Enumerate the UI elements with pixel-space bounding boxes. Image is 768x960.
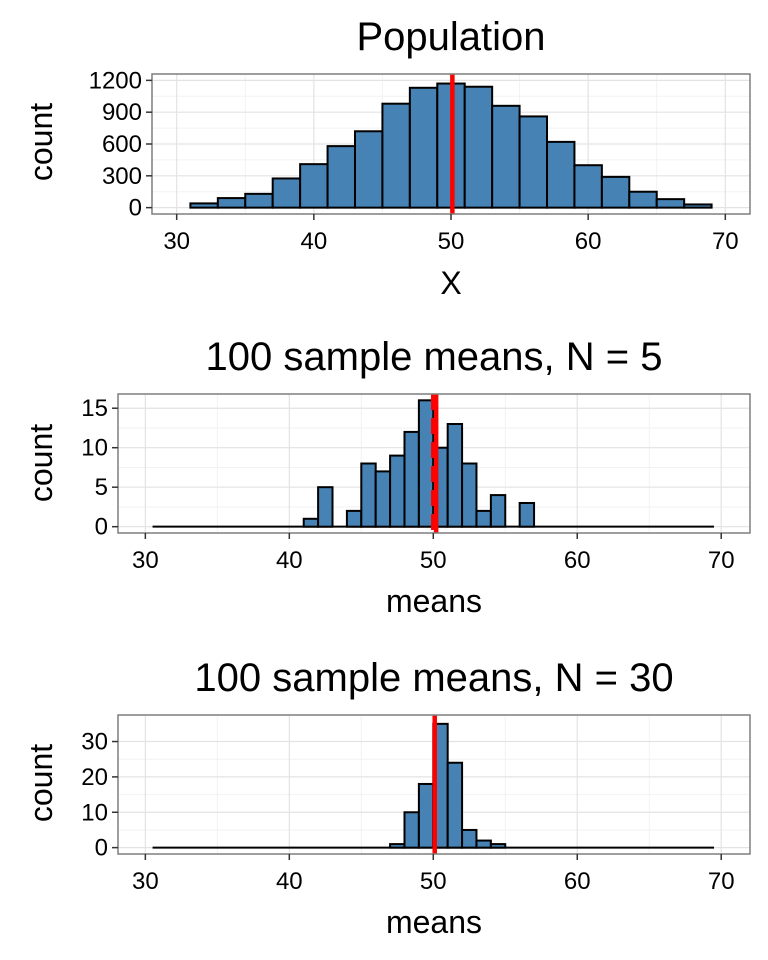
panel-means-n5: 100 sample means, N = 5 means count 30 40… [23, 335, 751, 619]
histogram-bar [389, 843, 406, 849]
histogram-bar [302, 517, 320, 528]
histogram-bar [381, 102, 411, 209]
histogram-bar [345, 509, 363, 528]
histogram-bar [489, 843, 507, 849]
histogram-bar [417, 782, 435, 849]
histogram-bar [403, 811, 420, 849]
x-tick-label: 30 [132, 868, 159, 895]
histogram-bar [461, 462, 478, 528]
histogram-bar [403, 430, 420, 528]
panel-2-xlabel: means [386, 583, 482, 619]
histogram-bar [326, 145, 356, 209]
x-tick-label: 40 [276, 547, 303, 574]
histogram-bar [546, 140, 576, 209]
x-tick-label: 40 [276, 868, 303, 895]
panel-3-ylabel: count [23, 744, 59, 822]
panel-population: Population X count 30 40 50 60 70 0 300 600 900 1… [23, 15, 751, 301]
histogram-bar [353, 130, 384, 209]
histogram-bar [600, 175, 631, 209]
x-tick-label: 50 [420, 547, 447, 574]
histogram-bar [573, 164, 603, 209]
histogram-bar [518, 501, 536, 528]
x-tick-label: 40 [300, 228, 327, 255]
panel-1-xlabel: X [440, 265, 461, 301]
y-tick-label: 1200 [89, 67, 142, 94]
histogram-bar [271, 177, 302, 209]
histogram-bar [491, 104, 521, 209]
histogram-bar [655, 198, 686, 209]
histogram-bar [446, 423, 464, 528]
histogram-bar [683, 203, 713, 209]
histogram-bar [628, 190, 658, 209]
histogram-bar [374, 470, 392, 528]
x-tick-label: 50 [420, 868, 447, 895]
histogram-bar [408, 86, 439, 209]
panel-means-n30: 100 sample means, N = 30 means count 30 4… [23, 656, 751, 940]
x-tick-label: 50 [438, 228, 465, 255]
histogram-bar [518, 115, 549, 209]
histogram-bar [317, 486, 334, 528]
histogram-bar [244, 192, 274, 209]
histogram-bar [216, 197, 247, 209]
histogram-bar [299, 163, 329, 209]
y-tick-label: 300 [102, 163, 142, 190]
panel-2-ylabel: count [23, 424, 59, 502]
y-tick-label: 0 [129, 195, 142, 222]
y-tick-label: 10 [81, 435, 108, 462]
y-tick-label: 600 [102, 131, 142, 158]
panel-3-xlabel: means [386, 904, 482, 940]
histogram-bar [463, 85, 494, 209]
histogram-bar [360, 462, 377, 528]
x-tick-label: 70 [708, 547, 735, 574]
y-tick-label: 15 [81, 395, 108, 422]
histogram-bar [475, 509, 492, 528]
x-tick-label: 60 [575, 228, 602, 255]
y-tick-label: 0 [95, 514, 108, 541]
panel-2-title: 100 sample means, N = 5 [206, 335, 663, 379]
histogram-bar [489, 494, 507, 528]
y-tick-label: 10 [81, 799, 108, 826]
y-tick-label: 900 [102, 99, 142, 126]
x-tick-label: 60 [564, 868, 591, 895]
histogram-bar [475, 839, 492, 849]
x-tick-label: 70 [712, 228, 739, 255]
histogram-bar [189, 202, 219, 209]
y-tick-label: 0 [95, 835, 108, 862]
histogram-bar [446, 761, 464, 849]
histogram-bar [461, 828, 478, 849]
panel-1-ylabel: count [23, 103, 59, 181]
x-tick-label: 30 [132, 547, 159, 574]
x-tick-label: 30 [163, 228, 190, 255]
panel-1-title: Population [356, 15, 545, 59]
panel-3-title: 100 sample means, N = 30 [194, 656, 673, 700]
x-tick-label: 70 [708, 868, 735, 895]
x-tick-label: 60 [564, 547, 591, 574]
y-tick-label: 30 [81, 729, 108, 756]
histogram-bar [389, 454, 406, 528]
y-tick-label: 20 [81, 764, 108, 791]
y-tick-label: 5 [95, 474, 108, 501]
